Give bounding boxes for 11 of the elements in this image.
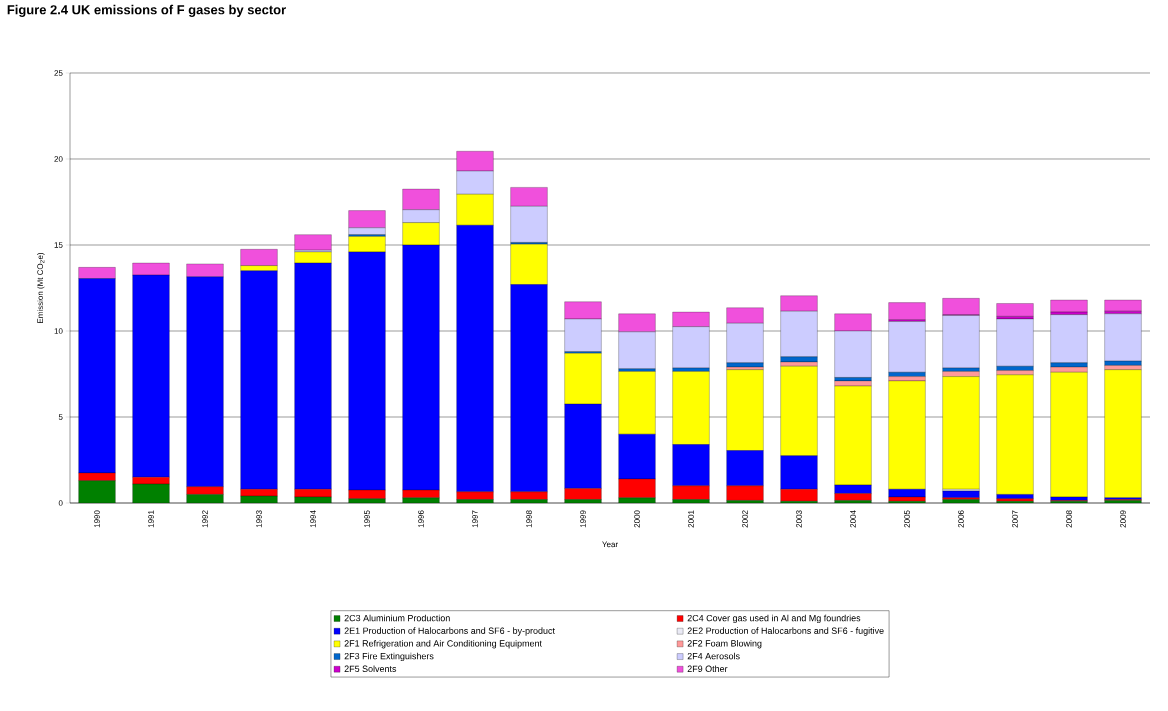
legend-label: 2F5 Solvents [344,665,397,672]
legend-label: 2F4 Aerosols [687,652,740,660]
legend-label: 2E2 Production of Halocarbons and SF6 - fugitive [687,627,884,636]
legend-label: 2E1 Production of Halocarbons and SF6 - by-product [344,627,555,636]
chart-title: Figure 2.4 UK emissions of F gases by sector [7,4,286,17]
legend-label: 2C4 Cover gas used in Al and Mg foundries [687,614,861,624]
legend-label: 2F9 Other [687,665,728,672]
legend-label: 2C3 Aluminium Production [344,614,450,622]
legend-label: 2F1 Refrigeration and Air Conditioning Equipment [344,640,542,649]
legend-label: 2F2 Foam Blowing [687,640,762,649]
legend-label: 2F3 Fire Extinguishers [344,652,434,662]
